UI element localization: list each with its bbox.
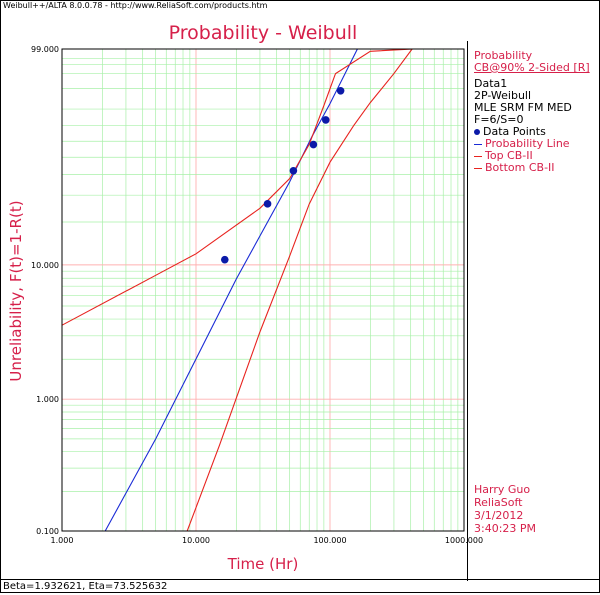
status-bar: Beta=1.932621, Eta=73.525632 bbox=[1, 579, 600, 595]
y-tick-label: 0.100 bbox=[36, 527, 59, 536]
legend-counts: F=6/S=0 bbox=[474, 113, 524, 126]
probability-line-curve bbox=[104, 49, 358, 531]
data-points bbox=[220, 86, 345, 264]
point-marker-icon bbox=[474, 129, 480, 135]
top-cb-ii-curve bbox=[62, 49, 414, 326]
curves bbox=[62, 49, 414, 531]
red-line-icon bbox=[474, 155, 482, 157]
grid bbox=[61, 48, 465, 532]
y-axis-label: Unreliability, F(t)=1-R(t) bbox=[7, 200, 25, 381]
x-tick-label: 100.000 bbox=[313, 536, 346, 545]
y-tick-label: 99.000 bbox=[31, 45, 59, 54]
legend-method: MLE SRM FM MED bbox=[474, 101, 572, 114]
legend-item-data-points: Data Points bbox=[474, 125, 546, 138]
data-point bbox=[220, 255, 229, 264]
red-line-icon bbox=[474, 167, 482, 169]
footer-date: 3/1/2012 bbox=[474, 509, 524, 522]
blue-line-icon bbox=[474, 143, 482, 145]
legend-dataset: Data1 bbox=[474, 77, 508, 90]
data-point bbox=[263, 200, 272, 208]
data-point bbox=[336, 86, 345, 95]
y-tick-label: 10.000 bbox=[31, 261, 59, 270]
x-tick-label: 1000.000 bbox=[445, 536, 483, 545]
window-title: Weibull++/ALTA 8.0.0.78 - http://www.Rel… bbox=[3, 1, 268, 10]
footer-time: 3:40:23 PM bbox=[474, 522, 537, 535]
data-point bbox=[289, 167, 298, 175]
legend-panel: Probability CB@90% 2-Sided [R] Data1 2P-… bbox=[467, 41, 598, 581]
legend-item-top-cb: Top CB-II bbox=[474, 149, 533, 162]
x-axis-label: Time (Hr) bbox=[227, 555, 299, 573]
legend-item-bottom-cb: Bottom CB-II bbox=[474, 161, 555, 174]
plot-area-border bbox=[61, 48, 465, 532]
tick-labels: 1.000 10.000 100.000 1000.0000.1001.00010.0… bbox=[31, 45, 483, 545]
x-tick-label: 10.000 bbox=[182, 536, 210, 545]
bottom-cb-ii-curve bbox=[186, 49, 413, 531]
y-tick-label: 1.000 bbox=[36, 395, 59, 404]
footer-user: Harry Guo bbox=[474, 483, 531, 496]
data-point bbox=[309, 140, 318, 149]
chart-title: Probability - Weibull bbox=[169, 22, 358, 44]
legend-title: Probability bbox=[474, 49, 533, 62]
footer-company: ReliaSoft bbox=[474, 496, 523, 509]
legend-cb-type: CB@90% 2-Sided [R] bbox=[474, 61, 590, 74]
data-point bbox=[321, 116, 330, 124]
legend-model: 2P-Weibull bbox=[474, 89, 532, 102]
x-tick-label: 1.000 bbox=[51, 536, 74, 545]
legend-item-probability-line: Probability Line bbox=[474, 137, 570, 150]
